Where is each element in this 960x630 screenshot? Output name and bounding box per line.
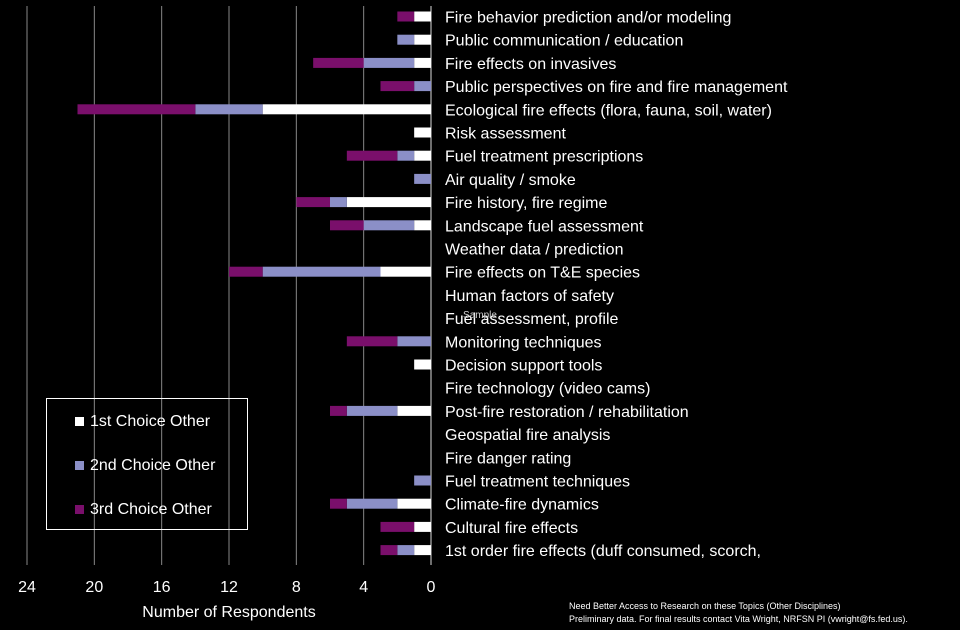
category-labels: Fire behavior prediction and/or modeling… [445, 10, 788, 561]
bar-segment [414, 127, 431, 138]
bar-segment [262, 104, 431, 115]
bar-segment [397, 336, 431, 347]
x-tick-label: 24 [18, 579, 36, 596]
x-tick-labels: 24 20 16 12 8 4 0 [18, 579, 435, 596]
category-label: Fire history, fire regime [445, 195, 608, 212]
legend-swatch-2nd [75, 461, 84, 471]
bar-layer [77, 11, 431, 556]
bar-segment [414, 521, 431, 532]
x-tick-label: 0 [427, 579, 436, 596]
category-label: Fire technology (video cams) [445, 381, 650, 398]
category-label: Fire behavior prediction and/or modeling [445, 10, 731, 27]
bar-segment [262, 266, 381, 277]
bar-segment [363, 220, 415, 231]
bar-segment [77, 104, 196, 115]
bar-segment [397, 545, 415, 556]
bar-segment [397, 405, 431, 416]
sample-watermark: Sample [463, 310, 497, 321]
bar-segment [380, 81, 415, 92]
category-label: Weather data / prediction [445, 242, 623, 259]
legend-label-2nd: 2nd Choice Other [90, 457, 216, 474]
bar-segment [414, 57, 431, 68]
bar-segment [380, 521, 415, 532]
category-label: Decision support tools [445, 358, 602, 375]
bar-segment [313, 57, 364, 68]
category-label: Public communication / education [445, 33, 683, 50]
bar-segment [414, 34, 431, 45]
bar-segment [346, 405, 398, 416]
category-label: Geospatial fire analysis [445, 427, 610, 444]
bar-segment [330, 197, 347, 208]
bar-segment [346, 498, 398, 509]
category-label: Public perspectives on fire and fire man… [445, 79, 788, 96]
bar-segment [380, 266, 431, 277]
category-label: Fuel assessment, profile [445, 311, 619, 328]
category-label: Human factors of safety [445, 288, 614, 305]
bar-segment [346, 197, 431, 208]
category-label: 1st order fire effects (duff consumed, s… [445, 543, 761, 560]
category-label: Ecological fire effects (flora, fauna, s… [445, 102, 772, 119]
bar-segment [346, 150, 398, 161]
x-tick-label: 4 [359, 579, 368, 596]
category-label: Fuel treatment techniques [445, 474, 630, 491]
category-label: Cultural fire effects [445, 520, 578, 537]
bar-segment [195, 104, 263, 115]
legend: 1st Choice Other 2nd Choice Other 3rd Ch… [46, 398, 248, 530]
footnote-line-2: Preliminary data. For final results cont… [569, 614, 908, 624]
category-label: Fire danger rating [445, 450, 571, 467]
x-tick-label: 8 [292, 579, 301, 596]
bar-segment [330, 405, 347, 416]
category-label: Risk assessment [445, 126, 566, 143]
legend-swatch-3rd [75, 505, 84, 515]
bar-segment [414, 545, 431, 556]
bar-segment [229, 266, 263, 277]
footnote-line-1: Need Better Access to Research on these … [569, 601, 841, 611]
category-label: Air quality / smoke [445, 172, 576, 189]
bar-segment [363, 57, 415, 68]
bar-segment [414, 150, 431, 161]
x-tick-label: 20 [85, 579, 103, 596]
x-tick-label: 16 [153, 579, 171, 596]
bar-segment [414, 475, 431, 486]
bar-segment [346, 336, 398, 347]
bar-segment [380, 545, 398, 556]
bar-segment [330, 220, 364, 231]
category-label: Monitoring techniques [445, 334, 602, 351]
legend-label-3rd: 3rd Choice Other [90, 501, 212, 518]
bar-segment [414, 81, 431, 92]
bar-segment [414, 359, 431, 370]
category-label: Post-fire restoration / rehabilitation [445, 404, 689, 421]
x-tick-label: 12 [220, 579, 238, 596]
legend-item-2nd: 2nd Choice Other [75, 457, 215, 475]
category-label: Landscape fuel assessment [445, 218, 644, 235]
bar-segment [330, 498, 347, 509]
bar-segment [414, 220, 431, 231]
category-label: Fuel treatment prescriptions [445, 149, 643, 166]
bar-segment [397, 34, 415, 45]
bar-segment [414, 11, 431, 22]
grid-lines [26, 6, 432, 565]
bar-segment [397, 11, 415, 22]
category-label: Fire effects on invasives [445, 56, 616, 73]
legend-item-3rd: 3rd Choice Other [75, 501, 212, 519]
bar-segment [397, 498, 431, 509]
legend-item-1st: 1st Choice Other [75, 413, 210, 431]
x-axis-label: Number of Respondents [142, 604, 315, 621]
legend-label-1st: 1st Choice Other [90, 413, 211, 430]
legend-swatch-1st [75, 417, 84, 427]
bar-segment [296, 197, 330, 208]
bar-segment [414, 173, 431, 184]
category-label: Climate-fire dynamics [445, 497, 599, 514]
bar-segment [397, 150, 415, 161]
category-label: Fire effects on T&E species [445, 265, 640, 282]
